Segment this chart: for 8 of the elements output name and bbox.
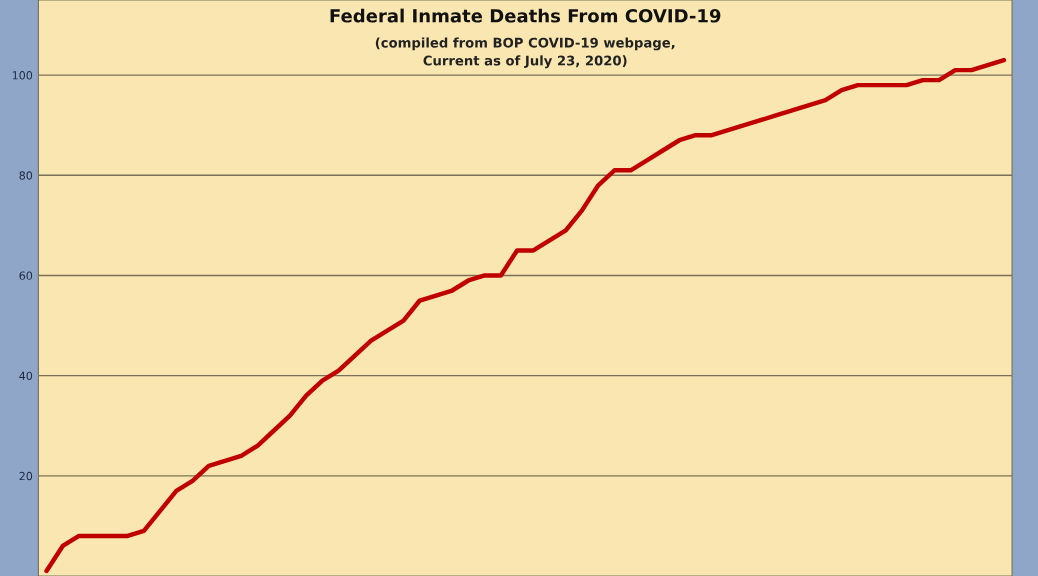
y-tick-label: 40 bbox=[19, 371, 33, 381]
y-tick-label: 20 bbox=[19, 471, 33, 481]
text: (compiled from BOP COVID-19 webpage, Current as of July 23, 2020) bbox=[375, 37, 675, 69]
y-tick-label: 80 bbox=[19, 171, 33, 180]
line-series bbox=[44, 57, 1007, 574]
chart-title: Federal Inmate Deaths From COVID-19 bbox=[330, 8, 721, 23]
y-tick-label: 60 bbox=[19, 271, 33, 280]
y-tick-label: 100 bbox=[12, 71, 33, 80]
